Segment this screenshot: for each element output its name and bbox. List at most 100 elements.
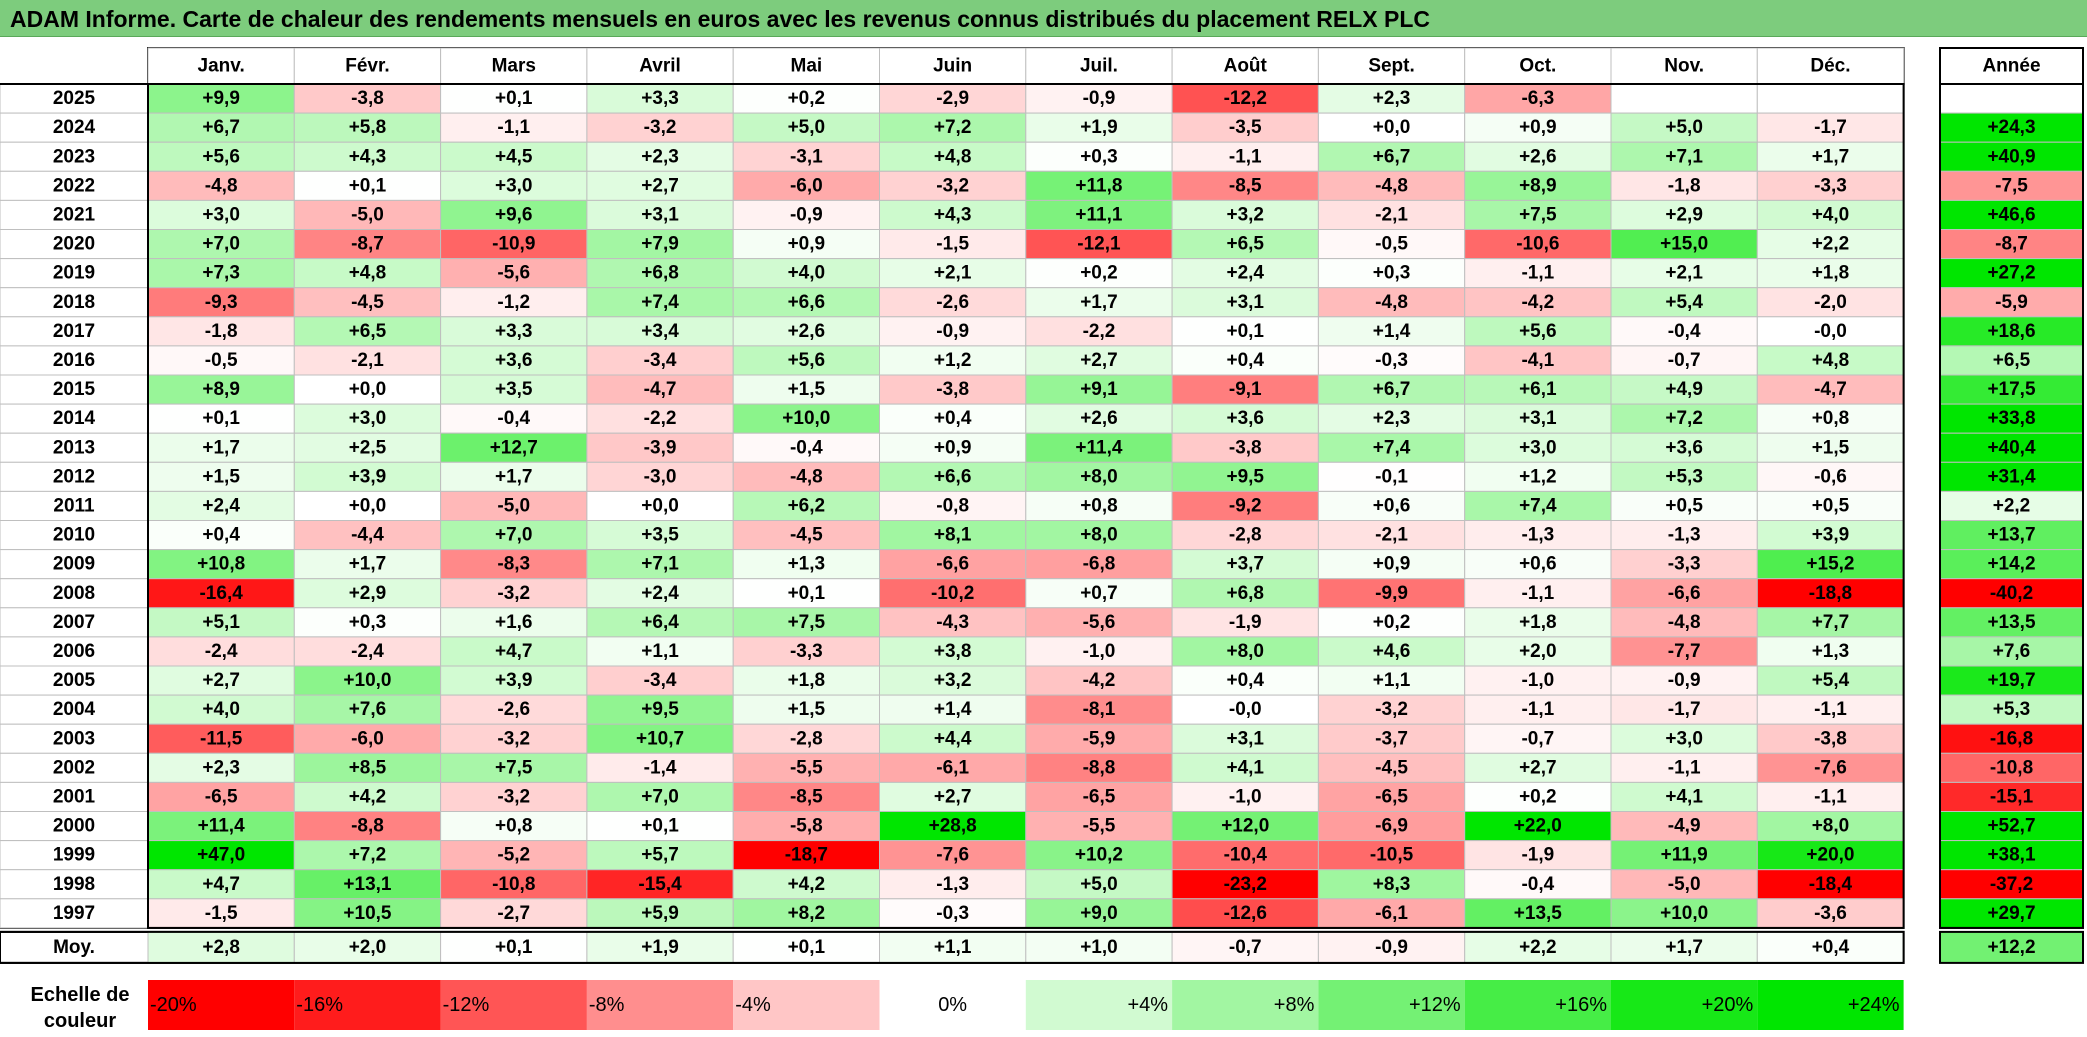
annual-cell-value: +52,7 (1987, 816, 2035, 837)
heatmap-cell-value: +5,4 (1812, 670, 1850, 691)
heatmap-cell-value: -1,1 (1668, 757, 1701, 778)
heatmap-cell-value: +4,2 (349, 786, 387, 807)
heatmap-cell-value: +1,7 (202, 437, 240, 458)
scale-swatch (1464, 980, 1611, 1030)
year-label-cell (0, 898, 149, 929)
heatmap-cell-value: -4,8 (205, 175, 238, 196)
heatmap-cell (1756, 83, 1905, 114)
heatmap-cell-value: -2,6 (936, 292, 969, 313)
scale-label: +4% (1128, 994, 1169, 1016)
annual-cell-value: +13,7 (1987, 525, 2035, 546)
average-cell-value: +1,7 (1665, 937, 1703, 958)
heatmap-cell-value: +2,1 (934, 263, 972, 284)
heatmap-cell-value: -6,8 (1083, 554, 1116, 575)
heatmap-cell (440, 403, 588, 434)
heatmap-cell (1756, 374, 1905, 405)
heatmap-cell-value: +1,7 (1080, 292, 1118, 313)
heatmap-cell (1756, 607, 1905, 638)
heatmap-cell (586, 840, 734, 871)
heatmap-cell-value: +3,6 (1226, 408, 1264, 429)
heatmap-cell-value: +0,8 (495, 816, 533, 837)
year-label-cell (0, 752, 149, 783)
heatmap-cell (1756, 141, 1905, 172)
heatmap-cell-value: +11,9 (1661, 845, 1708, 866)
heatmap-cell (440, 170, 588, 201)
heatmap-cell-value: +4,3 (934, 204, 972, 225)
heatmap-cell-value: +2,2 (1812, 234, 1850, 255)
heatmap-cell-value: +4,0 (1812, 204, 1850, 225)
heatmap-cell-value: -4,2 (1083, 670, 1116, 691)
annual-cell (1939, 316, 2084, 347)
heatmap-cell (1464, 199, 1612, 230)
heatmap-cell (1610, 723, 1758, 754)
heatmap-cell (147, 752, 295, 783)
heatmap-cell (147, 840, 295, 871)
heatmap-cell-value: -0,1 (1375, 466, 1408, 487)
heatmap-cell-value: +0,2 (1519, 786, 1557, 807)
heatmap-cell (1610, 752, 1758, 783)
heatmap-cell (732, 723, 881, 754)
heatmap-cell-value: +2,4 (641, 583, 679, 604)
heatmap-cell-value: -3,6 (1814, 903, 1847, 924)
heatmap-cell-value: +3,2 (934, 670, 972, 691)
heatmap-cell-value: -16,4 (199, 583, 243, 604)
heatmap-cell (1171, 636, 1319, 667)
grid-frame-overlay (147, 83, 1905, 929)
heatmap-cell (1756, 316, 1905, 347)
heatmap-cell (879, 781, 1027, 813)
heatmap-cell (1171, 607, 1319, 638)
heatmap-cell-value: +7,5 (1519, 204, 1557, 225)
heatmap-cell-value: +4,7 (495, 641, 533, 662)
heatmap-cell-value: -0,4 (1521, 874, 1554, 895)
annual-cell-value: +17,5 (1987, 379, 2036, 400)
year-label: 2020 (53, 234, 95, 255)
heatmap-cell-value: +7,1 (641, 554, 679, 575)
heatmap-cell-value: +10,7 (636, 728, 684, 749)
heatmap-cell-value: +11,1 (1075, 204, 1122, 225)
heatmap-cell-value: +7,4 (1519, 495, 1557, 516)
heatmap-cell (879, 141, 1027, 172)
heatmap-cell-value: +10,2 (1075, 845, 1123, 866)
heatmap-cell-value: +4,7 (202, 874, 240, 895)
heatmap-cell-value: +5,0 (1665, 117, 1703, 138)
annual-cell-value: +19,7 (1987, 670, 2035, 691)
scale-label: -20% (150, 994, 197, 1016)
annual-cell (1939, 811, 2084, 842)
heatmap-cell-value: +2,7 (202, 670, 240, 691)
heatmap-cell-value: -8,3 (497, 554, 530, 575)
heatmap-cell (1171, 898, 1319, 929)
heatmap-cell-value: -3,4 (644, 670, 677, 691)
heatmap-cell-value: +1,5 (788, 379, 826, 400)
heatmap-cell-value: +0,3 (349, 612, 387, 633)
heatmap-cell-value: +3,5 (641, 525, 679, 546)
heatmap-cell-value: -6,3 (1521, 88, 1554, 109)
heatmap-cell-value: -0,5 (205, 350, 238, 371)
heatmap-cell-value: -0,9 (790, 204, 823, 225)
scale-label: +8% (1274, 994, 1315, 1016)
heatmap-cell-value: -2,6 (497, 699, 530, 720)
heatmap-cell-value: +7,5 (495, 757, 533, 778)
heatmap-cell (1756, 869, 1905, 900)
annual-cell-value: +24,3 (1987, 117, 2035, 138)
heatmap-cell-value: +0,8 (1080, 495, 1118, 516)
heatmap-cell-value: -18,7 (785, 845, 828, 866)
heatmap-cell (1025, 752, 1173, 783)
heatmap-cell-value: -3,1 (790, 146, 823, 167)
heatmap-cell (732, 898, 881, 929)
month-header-label: Févr. (345, 56, 389, 77)
heatmap-cell-value: +4,6 (1373, 641, 1411, 662)
heatmap-cell-value: -2,1 (351, 350, 384, 371)
heatmap-cell-value: -1,3 (936, 874, 969, 895)
year-label-cell (0, 258, 149, 289)
heatmap-cell (732, 316, 881, 347)
heatmap-cell (586, 549, 734, 580)
heatmap-cell (1171, 869, 1319, 900)
annual-cell (1939, 549, 2084, 580)
year-label: 2006 (53, 641, 95, 662)
heatmap-cell-value: +1,2 (1519, 466, 1557, 487)
heatmap-cell-value: -0,9 (1668, 670, 1701, 691)
heatmap-cell (1317, 345, 1466, 376)
heatmap-cell-value: +3,9 (495, 670, 533, 691)
heatmap-cell (879, 811, 1027, 842)
average-cell-value: -0,9 (1375, 937, 1408, 958)
